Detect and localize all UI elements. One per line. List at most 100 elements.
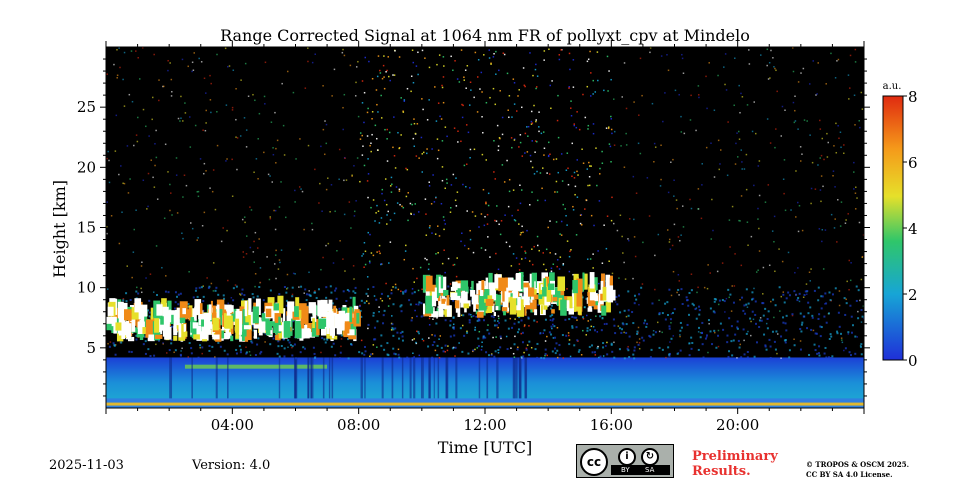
noise-pixel xyxy=(830,52,832,55)
noise-pixel xyxy=(700,217,703,220)
noise-pixel xyxy=(545,248,548,251)
preliminary-line-1: Preliminary xyxy=(692,449,778,464)
noise-pixel xyxy=(444,351,447,353)
cloud-pixel xyxy=(507,277,514,291)
noise-pixel xyxy=(739,343,742,346)
noise-pixel xyxy=(424,57,426,59)
cloud-pixel xyxy=(533,289,537,300)
signal-streak xyxy=(409,357,412,399)
cloud-pixel xyxy=(540,305,543,314)
noise-pixel xyxy=(433,201,436,203)
noise-pixel xyxy=(398,190,401,192)
cloud-pixel xyxy=(512,279,517,293)
noise-pixel xyxy=(758,227,760,230)
noise-pixel xyxy=(769,77,771,79)
noise-pixel xyxy=(679,321,682,324)
noise-pixel xyxy=(205,122,207,124)
noise-pixel xyxy=(547,155,550,158)
noise-pixel xyxy=(437,225,439,227)
cloud-pixel xyxy=(488,282,497,301)
noise-pixel xyxy=(384,178,387,180)
noise-pixel xyxy=(596,51,599,53)
noise-pixel xyxy=(122,299,125,302)
noise-pixel xyxy=(370,252,373,254)
noise-pixel xyxy=(430,203,433,205)
noise-pixel xyxy=(760,54,762,56)
noise-pixel xyxy=(366,276,369,278)
noise-pixel xyxy=(689,119,692,121)
noise-pixel xyxy=(156,294,159,297)
noise-pixel xyxy=(344,270,346,272)
noise-pixel xyxy=(402,206,405,209)
noise-pixel xyxy=(406,168,409,171)
noise-pixel xyxy=(504,214,506,216)
noise-pixel xyxy=(167,59,169,62)
noise-pixel xyxy=(197,237,199,239)
signal-streak xyxy=(191,357,193,399)
noise-pixel xyxy=(625,315,628,318)
noise-pixel xyxy=(564,208,567,210)
noise-pixel xyxy=(568,339,571,341)
cloud-pixel xyxy=(229,320,238,325)
noise-pixel xyxy=(818,313,821,316)
noise-pixel xyxy=(567,183,570,186)
noise-pixel xyxy=(816,93,818,95)
noise-pixel xyxy=(363,91,366,94)
noise-pixel xyxy=(239,293,241,295)
cloud-pixel xyxy=(183,324,187,332)
noise-pixel xyxy=(444,126,447,128)
noise-pixel xyxy=(677,288,680,291)
noise-pixel xyxy=(633,349,636,352)
noise-pixel xyxy=(606,353,609,356)
cloud-pixel xyxy=(425,275,433,292)
noise-pixel xyxy=(551,327,553,330)
noise-pixel xyxy=(442,56,445,58)
noise-pixel xyxy=(831,355,834,358)
noise-pixel xyxy=(393,155,396,157)
noise-pixel xyxy=(360,315,363,318)
noise-pixel xyxy=(187,303,190,306)
noise-pixel xyxy=(494,178,497,180)
noise-pixel xyxy=(476,76,479,78)
noise-pixel xyxy=(734,333,737,336)
noise-pixel xyxy=(646,177,649,179)
noise-pixel xyxy=(393,212,396,215)
noise-pixel xyxy=(131,100,134,103)
noise-pixel xyxy=(507,327,510,330)
noise-pixel xyxy=(728,350,731,353)
noise-pixel xyxy=(538,126,540,128)
noise-pixel xyxy=(705,334,708,337)
cloud-pixel xyxy=(201,319,205,332)
noise-pixel xyxy=(814,349,817,352)
noise-pixel xyxy=(799,348,802,351)
noise-pixel xyxy=(257,138,259,140)
noise-pixel xyxy=(381,192,383,195)
noise-pixel xyxy=(444,271,446,274)
noise-pixel xyxy=(454,60,456,62)
noise-pixel xyxy=(188,271,190,273)
noise-pixel xyxy=(481,116,483,118)
noise-pixel xyxy=(832,170,835,172)
noise-pixel xyxy=(696,291,698,294)
noise-pixel xyxy=(367,288,369,290)
cloud-pixel xyxy=(134,298,142,313)
cloud-pixel xyxy=(534,294,539,300)
noise-pixel xyxy=(294,189,296,192)
noise-pixel xyxy=(163,217,166,220)
cloud-pixel xyxy=(532,281,536,290)
cloud-pixel xyxy=(308,302,316,314)
noise-pixel xyxy=(745,332,748,335)
noise-pixel xyxy=(177,117,180,120)
noise-pixel xyxy=(691,341,694,344)
noise-pixel xyxy=(154,143,156,145)
noise-pixel xyxy=(698,326,701,329)
noise-pixel xyxy=(140,265,143,267)
noise-pixel xyxy=(417,211,420,213)
cloud-pixel xyxy=(440,275,444,289)
noise-pixel xyxy=(622,323,625,326)
noise-pixel xyxy=(520,231,522,234)
noise-pixel xyxy=(252,251,255,253)
noise-pixel xyxy=(225,104,228,106)
noise-pixel xyxy=(482,131,484,134)
noise-pixel xyxy=(573,123,575,125)
